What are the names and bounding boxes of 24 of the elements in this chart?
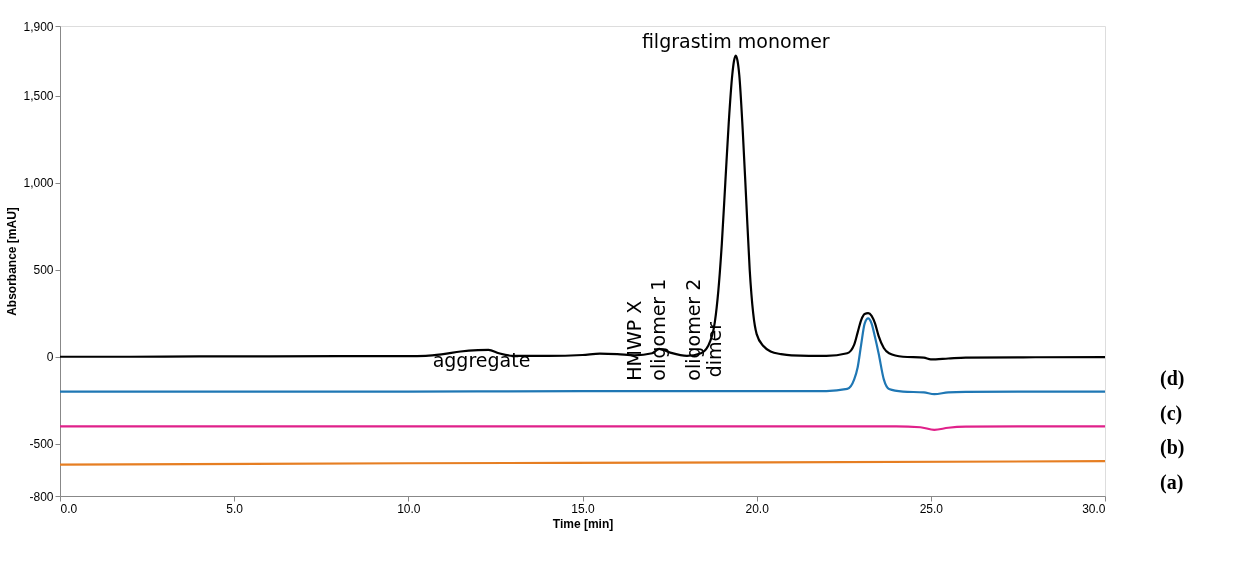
annotation: aggregate xyxy=(432,348,531,371)
y-axis-title: Absorbance [mAU] xyxy=(5,207,20,316)
y-tick-label: -800 xyxy=(29,489,54,504)
x-tick-label: 15.0 xyxy=(571,501,595,516)
x-tick-label: 10.0 xyxy=(397,501,421,516)
x-tick-label: 25.0 xyxy=(919,501,944,516)
annotation: oligomer 2 xyxy=(681,278,704,381)
x-axis-title: Time [min] xyxy=(552,516,614,531)
annotation: HMWP X xyxy=(622,300,645,381)
text: (b) xyxy=(1160,436,1185,460)
y-tick-label: 1,500 xyxy=(23,89,54,104)
y-tick-label: -500 xyxy=(29,437,54,452)
x-tick-label: 0.0 xyxy=(60,501,78,516)
x-tick-label: 30.0 xyxy=(1082,501,1106,516)
annotation: filgrastim monomer xyxy=(641,29,830,52)
text: (d) xyxy=(1160,367,1185,391)
y-tick-label: 1,000 xyxy=(23,176,54,191)
x-tick-label: 20.0 xyxy=(745,501,770,516)
text: (a) xyxy=(1160,471,1184,495)
x-tick-label: 5.0 xyxy=(226,501,244,516)
y-tick-label: 500 xyxy=(33,263,54,278)
text: (c) xyxy=(1160,401,1183,425)
y-tick-label: 0 xyxy=(46,350,54,365)
y-tick-label: 1,900 xyxy=(23,19,54,34)
